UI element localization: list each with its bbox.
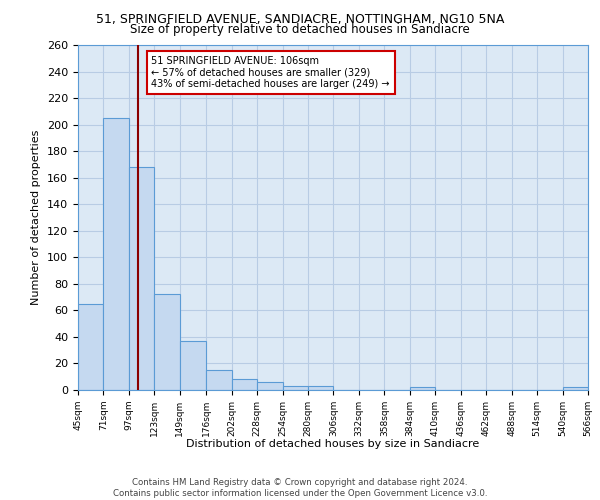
Bar xyxy=(206,370,232,390)
Bar xyxy=(308,386,334,390)
Text: Size of property relative to detached houses in Sandiacre: Size of property relative to detached ho… xyxy=(130,22,470,36)
Bar xyxy=(129,167,154,390)
Bar xyxy=(103,118,129,390)
X-axis label: Distribution of detached houses by size in Sandiacre: Distribution of detached houses by size … xyxy=(187,439,479,449)
Y-axis label: Number of detached properties: Number of detached properties xyxy=(31,130,41,305)
Bar xyxy=(410,388,435,390)
Bar xyxy=(563,388,588,390)
Bar xyxy=(257,382,283,390)
Bar xyxy=(78,304,103,390)
Bar xyxy=(283,386,308,390)
Text: Contains HM Land Registry data © Crown copyright and database right 2024.
Contai: Contains HM Land Registry data © Crown c… xyxy=(113,478,487,498)
Bar xyxy=(154,294,180,390)
Text: 51, SPRINGFIELD AVENUE, SANDIACRE, NOTTINGHAM, NG10 5NA: 51, SPRINGFIELD AVENUE, SANDIACRE, NOTTI… xyxy=(96,12,504,26)
Bar xyxy=(232,380,257,390)
Bar xyxy=(180,341,206,390)
Text: 51 SPRINGFIELD AVENUE: 106sqm
← 57% of detached houses are smaller (329)
43% of : 51 SPRINGFIELD AVENUE: 106sqm ← 57% of d… xyxy=(151,56,390,89)
